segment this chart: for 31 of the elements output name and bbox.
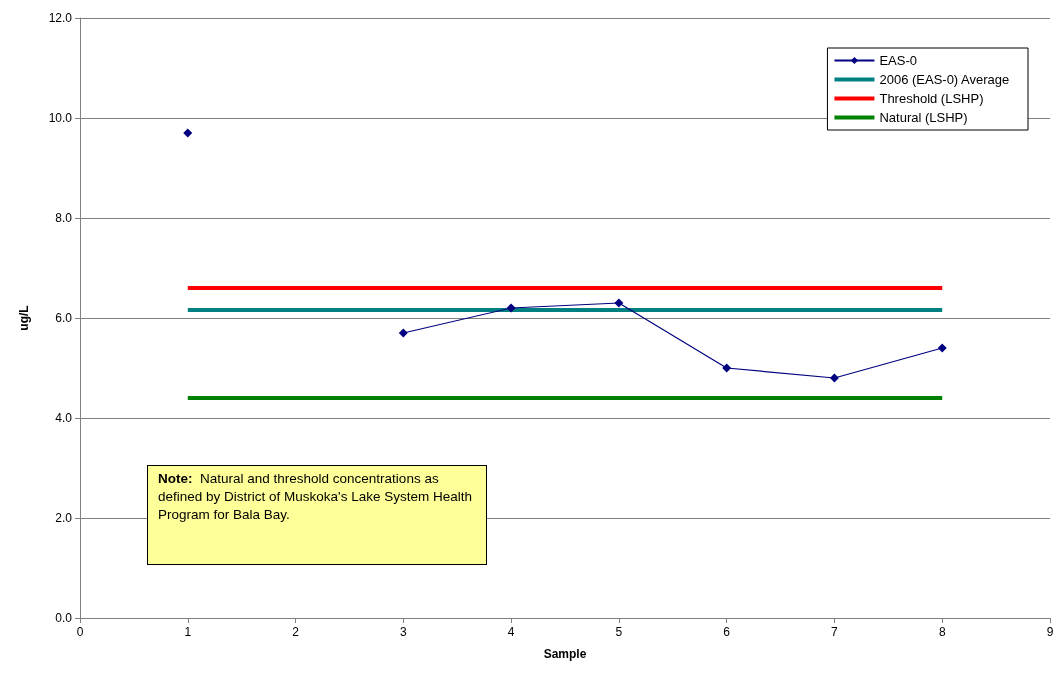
y-tick-label: 8.0 bbox=[55, 211, 73, 225]
y-axis-title: ug/L bbox=[17, 305, 31, 331]
y-tick-label: 0.0 bbox=[55, 611, 73, 625]
point bbox=[398, 328, 408, 338]
y-tick-label: 6.0 bbox=[55, 311, 73, 325]
x-tick-label: 9 bbox=[1046, 625, 1054, 639]
point bbox=[937, 343, 947, 353]
point bbox=[183, 128, 193, 138]
x-tick-label: 8 bbox=[938, 625, 946, 639]
x-tick-label: 5 bbox=[615, 625, 623, 639]
legend-label: Natural (LSHP) bbox=[879, 110, 968, 125]
x-tick-label: 0 bbox=[76, 625, 84, 639]
x-tick-label: 2 bbox=[292, 625, 300, 639]
legend-label: Threshold (LSHP) bbox=[879, 91, 984, 106]
x-tick-label: 1 bbox=[184, 625, 192, 639]
point bbox=[614, 298, 624, 308]
x-tick-label: 6 bbox=[723, 625, 731, 639]
x-tick-label: 4 bbox=[507, 625, 515, 639]
note-box: Note: Natural and threshold concentrations as defined by District of Muskoka's Lake System Health Program for Bala Bay. bbox=[147, 465, 487, 565]
x-axis-title: Sample bbox=[543, 647, 587, 661]
legend-label: EAS-0 bbox=[879, 53, 918, 68]
point bbox=[506, 303, 516, 313]
point bbox=[829, 373, 839, 383]
y-tick-label: 4.0 bbox=[55, 411, 73, 425]
point bbox=[722, 363, 732, 373]
y-tick-label: 10.0 bbox=[48, 111, 73, 125]
x-tick-label: 7 bbox=[831, 625, 839, 639]
y-tick-label: 12.0 bbox=[48, 11, 73, 25]
y-tick-label: 2.0 bbox=[55, 511, 73, 525]
x-tick-label: 3 bbox=[399, 625, 407, 639]
legend-label: 2006 (EAS-0) Average bbox=[879, 72, 1010, 87]
